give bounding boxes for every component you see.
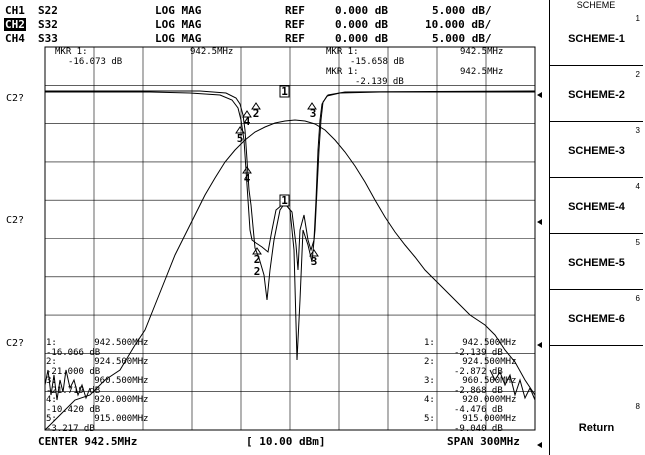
trace-s32: [44, 119, 536, 431]
table-row: 1: 942.500MHz: [424, 338, 517, 348]
softkey-title: SCHEME: [576, 0, 616, 10]
mkr-left-label: MKR 1:: [55, 47, 88, 57]
marker-2-mid: 2: [254, 253, 261, 266]
mkr-left-value: -16.073 dB: [68, 57, 123, 67]
table-row: -2.868 dB: [454, 385, 503, 396]
mkr-right-value: -15.658 dB: [350, 57, 405, 67]
ch4-ref: 0.000 dB: [335, 32, 388, 45]
ch1-ref-label: REF: [285, 4, 305, 17]
table-row: -3.217 dB: [46, 423, 95, 434]
marker-1-mid-box: [279, 194, 290, 207]
table-row: 3: 960.500MHz: [46, 376, 149, 386]
plot-grid: [45, 47, 535, 430]
ch1-ref: 0.000 dB: [335, 4, 388, 17]
table-row: 2: 924.500MHz: [46, 357, 149, 367]
mkr-right-label: MKR 1:: [326, 47, 359, 57]
softkey-label: SCHEME-5: [568, 256, 625, 269]
softkey-number: 5: [635, 238, 640, 247]
softkey-scheme-5[interactable]: SCHEME-5 5: [549, 236, 643, 290]
marker-5-top: 5: [237, 132, 244, 145]
ch1-format: LOG MAG: [155, 4, 202, 17]
footer-power: [ 10.00 dBm]: [246, 435, 326, 448]
softkey-return[interactable]: Return 8: [549, 400, 643, 455]
softkey-number: 8: [635, 402, 640, 411]
marker-2-low: 2: [254, 265, 261, 278]
axis-label-mid: C2?: [6, 215, 25, 226]
table-row: -10.420 dB: [46, 404, 101, 415]
ch2-id[interactable]: CH2: [4, 18, 26, 31]
trace-s33: [45, 90, 536, 361]
mkr-right-value2: -2.139 dB: [355, 77, 404, 87]
softkey-label: SCHEME-2: [568, 88, 625, 101]
marker-table-right: 1: 942.500MHz -2.139 dB 2: 924.500MHz -2…: [424, 338, 517, 434]
table-row: 5: 915.000MHz: [46, 414, 149, 424]
marker-2-top: 2: [253, 107, 260, 120]
marker-4-top: 4: [244, 115, 251, 128]
mkr-right-label2: MKR 1:: [326, 67, 359, 77]
marker-1-top: 1: [281, 85, 288, 98]
softkey-scheme-2[interactable]: SCHEME-2 2: [549, 68, 643, 122]
table-row: -21.719 dB: [46, 385, 101, 396]
ch2-ref: 0.000 dB: [335, 18, 388, 31]
mkr-right-freq2: 942.5MHz: [460, 67, 504, 77]
table-row: 4: 920.000MHz: [424, 395, 517, 405]
softkey-label: SCHEME-3: [568, 144, 625, 157]
network-analyzer-plot: 1 1 2 3 4 5 4 2 2 3: [44, 46, 542, 448]
marker-3-top: 3: [310, 107, 317, 120]
noise-right: [489, 369, 536, 401]
softkey-number: 6: [635, 294, 640, 303]
ch1-scale: 5.000 dB/: [432, 4, 492, 17]
ch2-ref-label: REF: [285, 18, 305, 31]
ref-arrows: [537, 92, 542, 348]
marker-table-left: 1: 942.500MHz -16.066 dB 2: 924.500MHz -…: [46, 338, 149, 434]
table-row: 5: 915.000MHz: [424, 414, 517, 424]
ch4-param: S33: [38, 32, 58, 45]
softkey-number: 3: [635, 126, 640, 135]
table-row: -21.000 dB: [46, 366, 101, 377]
ch4-format: LOG MAG: [155, 32, 202, 45]
footer-span: SPAN 300MHz: [447, 435, 520, 448]
marker-4-mid: 4: [244, 172, 251, 185]
noise-left: [44, 369, 91, 401]
softkey-label: SCHEME-1: [568, 32, 625, 45]
softkey-number: 2: [635, 70, 640, 79]
ch4-id[interactable]: CH4: [5, 32, 25, 45]
ch4-ref-label: REF: [285, 32, 305, 45]
table-row: 2: 924.500MHz: [424, 357, 517, 367]
footer-center: CENTER 942.5MHz: [38, 435, 138, 448]
marker-1-mid: 1: [281, 194, 288, 207]
ch1-id[interactable]: CH1: [5, 4, 25, 17]
axis-label-top: C2?: [6, 93, 25, 104]
ch4-scale: 5.000 dB/: [432, 32, 492, 45]
softkey-scheme-1[interactable]: SCHEME-1 1: [549, 12, 643, 66]
marker-arrows: [235, 102, 319, 257]
marker-3-mid: 3: [311, 255, 318, 268]
table-row: -2.872 dB: [454, 366, 503, 377]
table-row: 4: 920.000MHz: [46, 395, 149, 405]
softkey-scheme-3[interactable]: SCHEME-3 3: [549, 124, 643, 178]
table-row: 1: 942.500MHz: [46, 338, 149, 348]
ch2-param: S32: [38, 18, 58, 31]
softkey-label: SCHEME-4: [568, 200, 625, 213]
table-row: -2.139 dB: [454, 347, 503, 358]
footer-arrow: [537, 442, 542, 448]
table-row: -16.066 dB: [46, 347, 101, 358]
softkey-label: Return: [578, 421, 615, 434]
softkey-label: SCHEME-6: [568, 312, 625, 325]
softkey-number: 4: [635, 182, 640, 191]
ch2-scale: 10.000 dB/: [425, 18, 492, 31]
mkr-left-freq: 942.5MHz: [190, 47, 234, 57]
softkey-scheme-4[interactable]: SCHEME-4 4: [549, 180, 643, 234]
softkey-scheme-6[interactable]: SCHEME-6 6: [549, 292, 643, 346]
table-row: -9.040 dB: [454, 423, 503, 434]
axis-label-bottom: C2?: [6, 338, 25, 349]
ch1-param: S22: [38, 4, 58, 17]
mkr-right-freq: 942.5MHz: [460, 47, 504, 57]
ch2-format: LOG MAG: [155, 18, 202, 31]
softkey-number: 1: [635, 14, 640, 23]
table-row: -4.476 dB: [454, 404, 503, 415]
marker-1-top-box: [279, 85, 290, 98]
table-row: 3: 960.500MHz: [424, 376, 517, 386]
